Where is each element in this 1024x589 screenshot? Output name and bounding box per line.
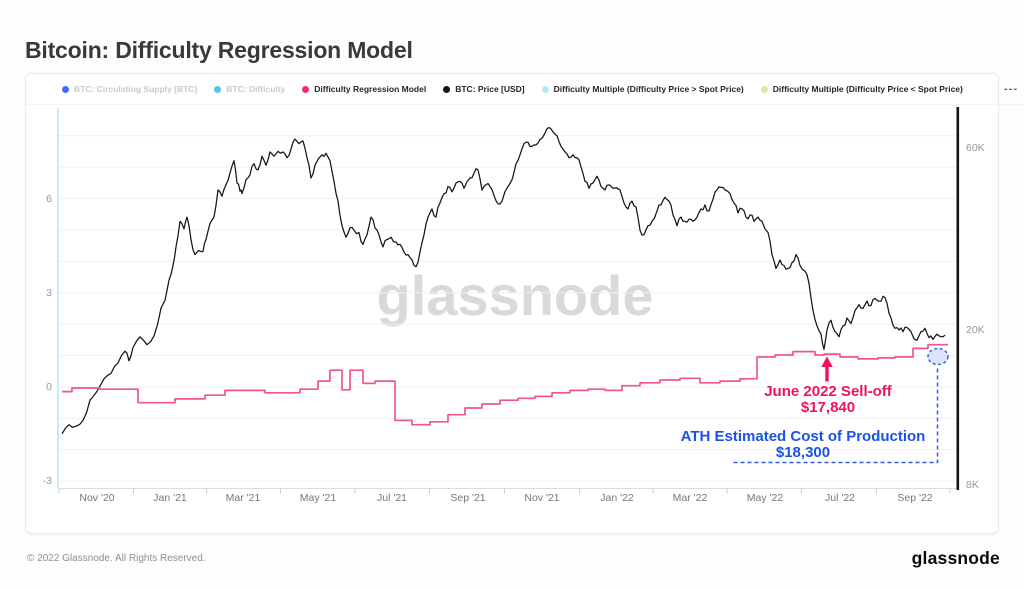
x-tick-Nov21: Nov '21: [524, 492, 560, 504]
annotation-ath-line1: ATH Estimated Cost of Production: [680, 428, 926, 445]
x-tick-Mar21: Mar '21: [225, 492, 261, 504]
y-left-tick-0: 0: [46, 381, 52, 393]
legend-dot-icon: [760, 85, 768, 93]
glassnode-logo: glassnode: [911, 548, 1000, 568]
legend-item-label: Difficulty Multiple (Difficulty Price < …: [772, 84, 963, 94]
x-tick-May22: May '22: [746, 492, 784, 504]
annotation-june-line1: June 2022 Sell-off: [764, 383, 892, 400]
legend-dot-icon: [541, 85, 549, 93]
x-tick-Jul22: Jul '22: [824, 492, 856, 504]
legend-item-label: BTC: Difficulty: [226, 84, 286, 94]
legend-item-5[interactable]: Difficulty Multiple (Difficulty Price > …: [541, 84, 744, 94]
x-tick-Jan22: Jan '22: [600, 492, 634, 504]
y-left-tick--3: -3: [42, 475, 52, 488]
x-tick-Jul21: Jul '21: [376, 492, 408, 504]
annotation-ath-line2: $18,300: [775, 444, 831, 461]
x-tick-Sep21: Sep '21: [450, 492, 486, 504]
copyright-text: © 2022 Glassnode. All Rights Reserved.: [27, 553, 206, 564]
legend-item-1[interactable]: BTC: Circulating Supply [BTC]: [62, 84, 197, 94]
legend-item-4[interactable]: BTC: Price [USD]: [443, 84, 525, 94]
y-left-tick-3: 3: [46, 286, 52, 299]
annotation-june-selloff: June 2022 Sell-off $17,840: [728, 384, 928, 416]
legend-dot-icon: [62, 85, 69, 93]
legend-dot-icon: [302, 85, 310, 93]
legend-item-2[interactable]: BTC: Difficulty: [214, 84, 285, 94]
y-left-tick-6: 6: [46, 192, 52, 205]
legend-item-label: Difficulty Regression Model: [314, 84, 427, 94]
legend-item-label: BTC: Circulating Supply [BTC]: [74, 84, 198, 94]
legend-item-6[interactable]: Difficulty Multiple (Difficulty Price < …: [760, 84, 963, 94]
legend-item-3[interactable]: Difficulty Regression Model: [302, 84, 426, 94]
y-right-tick-8K: 8K: [966, 479, 979, 491]
page-title: Bitcoin: Difficulty Regression Model: [25, 37, 413, 64]
x-tick-May21: May '21: [299, 492, 337, 504]
annotation-ath-cost: ATH Estimated Cost of Production $18,300: [673, 429, 933, 461]
x-tick-Mar22: Mar '22: [672, 492, 708, 504]
glassnode-watermark: glassnode: [376, 264, 654, 327]
annotation-june-line2: $17,840: [800, 399, 856, 416]
chart-legend: BTC: Circulating Supply [BTC] BTC: Diffic…: [26, 74, 1024, 105]
legend-dot-icon: [214, 85, 222, 93]
legend-item-label: Difficulty Multiple (Difficulty Price > …: [553, 84, 744, 94]
y-right-tick-20K: 20K: [966, 324, 985, 336]
y-right-tick-60K: 60K: [966, 142, 985, 154]
legend-item-label: BTC: Price [USD]: [455, 84, 525, 94]
chart-menu-button[interactable]: ---: [1004, 83, 1018, 95]
x-tick-Sep22: Sep '22: [897, 492, 933, 504]
legend-dot-icon: [443, 85, 451, 93]
x-tick-Jan21: Jan '21: [153, 492, 187, 504]
x-tick-Nov20: Nov '20: [79, 492, 115, 504]
